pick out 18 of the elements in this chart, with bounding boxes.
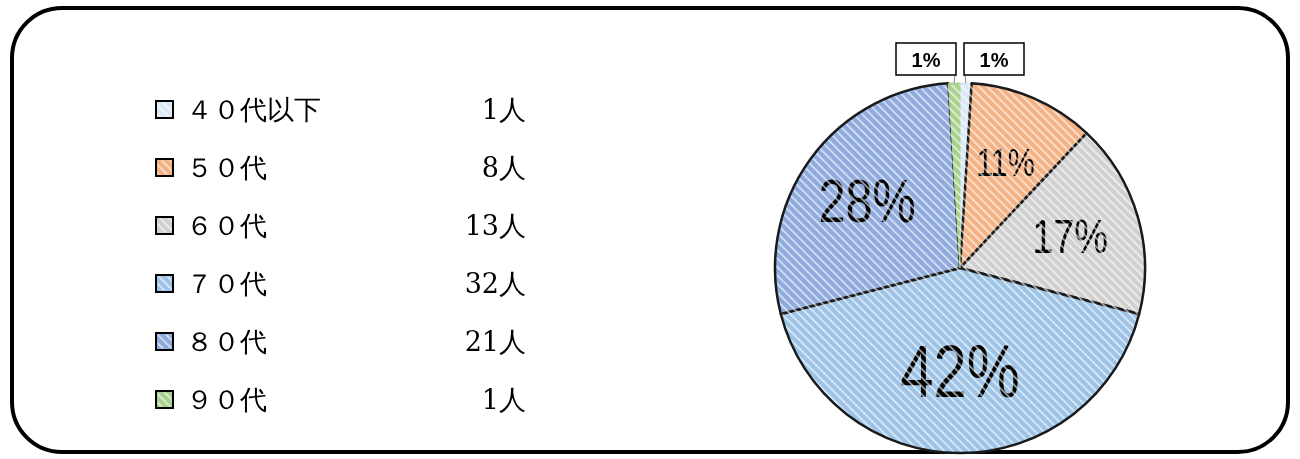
text: 1人	[481, 94, 526, 125]
legend-label: ５０代	[186, 152, 267, 183]
text: 32人	[464, 268, 526, 299]
data-label: 28%	[818, 167, 916, 236]
data-label: 42%	[900, 329, 1020, 413]
text: 8人	[481, 152, 526, 183]
text: 13人	[464, 210, 526, 241]
data-label: 1%	[911, 49, 941, 71]
legend-label: ８０代	[186, 326, 267, 357]
legend-label: ９０代	[186, 384, 267, 415]
data-label: 11%	[976, 142, 1035, 185]
text: 21人	[464, 326, 526, 357]
legend-label: ７０代	[186, 268, 267, 299]
text: 1人	[481, 384, 526, 415]
data-label: 1%	[979, 49, 1009, 71]
legend-label: ４０代以下	[186, 94, 321, 125]
legend-label: ６０代	[186, 210, 267, 241]
data-label: 17%	[1032, 210, 1109, 264]
